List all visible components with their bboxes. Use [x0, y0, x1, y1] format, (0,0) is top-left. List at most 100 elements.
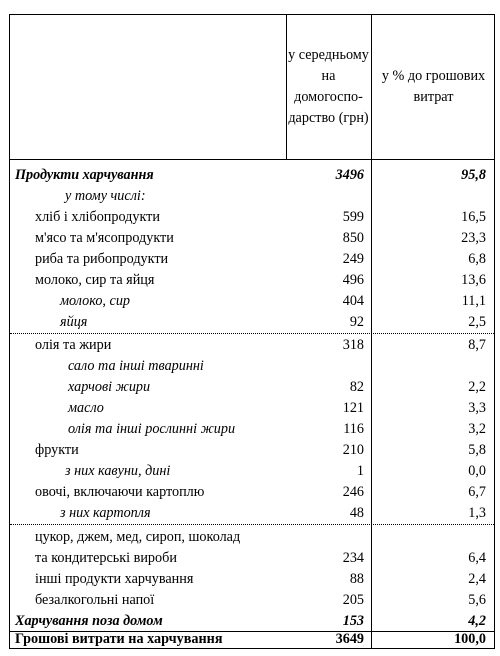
header-percent: у % до грошових витрат [371, 15, 496, 159]
row-value-uah: 599 [342, 209, 364, 225]
row-value-uah: 3649 [335, 631, 364, 647]
table-row: олія та жири 318 8,7 [10, 335, 494, 356]
row-label: масло [68, 400, 104, 416]
row-value-uah: 153 [342, 613, 364, 629]
header-line: дарство (грн) [288, 110, 369, 126]
row-value-uah: 92 [349, 314, 364, 330]
table-row: сало та інші тваринні [10, 356, 494, 377]
row-label: фрукти [35, 442, 79, 458]
table-row: олія та інші рослинні жири 116 3,2 [10, 419, 494, 440]
row-label: олія та жири [35, 337, 112, 353]
table-row: хліб і хлібопродукти 599 16,5 [10, 207, 494, 228]
row-label: Продукти харчування [15, 167, 154, 183]
table-row-total: Грошові витрати на харчування 3649 100,0 [10, 629, 494, 650]
row-value-percent: 16,5 [461, 209, 486, 225]
total-divider [10, 631, 494, 632]
header-line: домогоспо- [294, 89, 363, 105]
table-row: з них картопля 48 1,3 [10, 503, 494, 524]
row-value-percent: 3,2 [468, 421, 486, 437]
row-value-percent: 100,0 [454, 631, 486, 647]
dotted-divider [10, 333, 494, 334]
row-value-percent: 4,2 [468, 613, 486, 629]
header-line: на [321, 68, 336, 84]
table-row: у тому числі: [10, 186, 494, 207]
row-label: олія та інші рослинні жири [68, 421, 236, 437]
row-value-percent: 6,4 [468, 550, 486, 566]
row-label: овочі, включаючи картоплю [35, 484, 205, 500]
table-row: безалкогольні напої 205 5,6 [10, 590, 494, 611]
row-value-percent: 6,8 [468, 251, 486, 267]
row-value-percent: 1,3 [468, 505, 486, 521]
row-label: цукор, джем, мед, сироп, шоколад [35, 529, 241, 545]
header-line: у середньому [288, 47, 369, 63]
row-value-uah: 210 [342, 442, 364, 458]
row-value-percent: 2,5 [468, 314, 486, 330]
row-label: м'ясо та м'ясопродукти [35, 230, 174, 246]
table-row: та кондитерські вироби 234 6,4 [10, 548, 494, 569]
row-value-uah: 121 [342, 400, 364, 416]
row-value-uah: 404 [342, 293, 364, 309]
row-value-percent: 11,1 [461, 293, 486, 309]
table-row: з них кавуни, дині 1 0,0 [10, 461, 494, 482]
row-label: молоко, сир та яйця [35, 272, 155, 288]
header-per-household: у середньому на домогоспо- дарство (грн) [286, 15, 371, 159]
row-value-uah: 205 [342, 592, 364, 608]
row-value-uah: 234 [342, 550, 364, 566]
row-label: інші продукти харчування [35, 571, 194, 587]
table-row: молоко, сир та яйця 496 13,6 [10, 270, 494, 291]
row-label: харчові жири [68, 379, 151, 395]
row-value-uah: 850 [342, 230, 364, 246]
row-value-uah: 496 [342, 272, 364, 288]
row-label: Харчування поза домом [15, 613, 163, 629]
header-divider [10, 159, 494, 160]
row-label: сало та інші тваринні [68, 358, 204, 374]
row-label: з них кавуни, дині [65, 463, 171, 479]
table-row: харчові жири 82 2,2 [10, 377, 494, 398]
row-value-uah: 3496 [335, 167, 364, 183]
table-row: риба та рибопродукти 249 6,8 [10, 249, 494, 270]
dotted-divider [10, 524, 494, 525]
row-label: хліб і хлібопродукти [35, 209, 160, 225]
row-value-percent: 5,6 [468, 592, 486, 608]
row-value-uah: 82 [349, 379, 364, 395]
row-value-uah: 48 [349, 505, 364, 521]
row-value-percent: 23,3 [461, 230, 486, 246]
row-label: молоко, сир [60, 293, 131, 309]
row-value-uah: 246 [342, 484, 364, 500]
table-row: масло 121 3,3 [10, 398, 494, 419]
table-row: Харчування поза домом 153 4,2 [10, 611, 494, 632]
row-label: безалкогольні напої [35, 592, 155, 608]
header-line: витрат [413, 89, 454, 105]
row-label: та кондитерські вироби [35, 550, 177, 566]
row-value-percent: 13,6 [461, 272, 486, 288]
row-value-percent: 95,8 [461, 167, 486, 183]
row-value-percent: 3,3 [468, 400, 486, 416]
row-value-uah: 116 [343, 421, 364, 437]
row-value-uah: 318 [342, 337, 364, 353]
expenditure-table: у середньому на домогоспо- дарство (грн)… [9, 14, 495, 649]
row-value-percent: 8,7 [468, 337, 486, 353]
row-value-percent: 2,4 [468, 571, 486, 587]
row-label: риба та рибопродукти [35, 251, 169, 267]
row-label: яйця [60, 314, 88, 330]
table-row: молоко, сир 404 11,1 [10, 291, 494, 312]
table-row: м'ясо та м'ясопродукти 850 23,3 [10, 228, 494, 249]
row-label: Грошові витрати на харчування [15, 631, 223, 647]
row-value-percent: 0,0 [468, 463, 486, 479]
table-row: яйця 92 2,5 [10, 312, 494, 333]
row-value-percent: 2,2 [468, 379, 486, 395]
table-row: Продукти харчування 3496 95,8 [10, 165, 494, 186]
row-value-uah: 1 [356, 463, 364, 479]
table-row: інші продукти харчування 88 2,4 [10, 569, 494, 590]
table-row: фрукти 210 5,8 [10, 440, 494, 461]
header-line: у % до грошових [381, 68, 486, 84]
table-row: цукор, джем, мед, сироп, шоколад [10, 527, 494, 548]
column-divider [286, 15, 287, 159]
row-label: у тому числі: [65, 188, 146, 204]
row-value-uah: 249 [342, 251, 364, 267]
row-value-percent: 5,8 [468, 442, 486, 458]
row-label: з них картопля [60, 505, 151, 521]
column-divider [371, 15, 372, 648]
table-row: овочі, включаючи картоплю 246 6,7 [10, 482, 494, 503]
row-value-uah: 88 [349, 571, 364, 587]
